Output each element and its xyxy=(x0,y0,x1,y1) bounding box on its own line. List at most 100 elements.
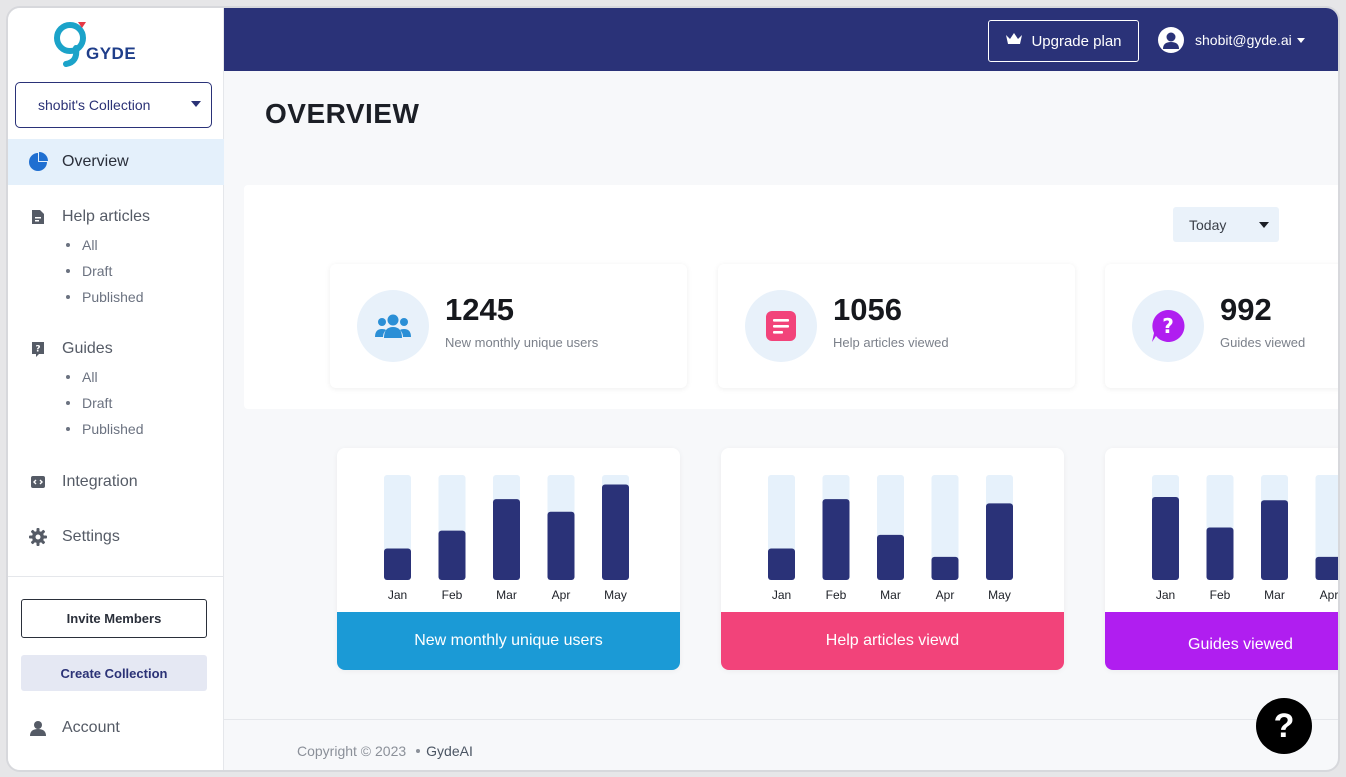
chart-title: Guides viewed xyxy=(1105,612,1338,670)
x-tick-label: May xyxy=(988,588,1011,602)
sidebar-subitem-help-all[interactable]: All xyxy=(66,237,98,253)
top-bar: Upgrade plan shobit@gyde.ai xyxy=(224,8,1338,71)
bar-jan xyxy=(384,548,411,580)
sidebar-subitem-guides-published[interactable]: Published xyxy=(66,421,144,437)
chart-card-articles: Jan Feb Mar Apr May Help articles viewd xyxy=(721,448,1064,670)
user-icon xyxy=(28,718,48,738)
bar-apr xyxy=(1315,556,1338,580)
bar-mar xyxy=(1261,500,1288,580)
footer-divider xyxy=(224,719,1338,720)
stat-card-guides: ? 992 Guides viewed xyxy=(1105,264,1338,388)
separator-dot xyxy=(416,749,421,753)
stat-label: Help articles viewed xyxy=(833,335,949,350)
footer-brand-link[interactable]: GydeAI xyxy=(426,743,473,759)
logo-mark-icon xyxy=(54,22,86,67)
bar-track xyxy=(1315,475,1338,580)
x-tick-label: Feb xyxy=(826,588,847,602)
sidebar-item-label: Overview xyxy=(62,153,129,170)
sidebar: GYDE shobit's Collection Overview Help a… xyxy=(8,8,224,770)
x-tick-label: Feb xyxy=(442,588,463,602)
articles-bar-chart: Jan Feb Mar Apr May xyxy=(768,475,1013,602)
document-icon xyxy=(28,207,48,227)
avatar-icon xyxy=(1158,27,1184,53)
stat-value: 1245 xyxy=(445,292,514,327)
stat-label: Guides viewed xyxy=(1220,335,1306,350)
sidebar-item-guides[interactable]: ? Guides xyxy=(8,326,224,372)
x-tick-label: Apr xyxy=(1320,588,1339,602)
article-icon xyxy=(745,290,817,362)
x-tick-label: Jan xyxy=(772,588,791,602)
stat-label: New monthly unique users xyxy=(445,335,599,350)
chevron-down-icon xyxy=(1259,222,1269,228)
gear-icon xyxy=(28,527,48,547)
bar-mar xyxy=(877,534,904,580)
app-window: GYDE shobit's Collection Overview Help a… xyxy=(6,6,1340,772)
help-button[interactable]: ? xyxy=(1256,698,1312,754)
crown-icon xyxy=(1005,32,1023,50)
x-tick-label: Apr xyxy=(936,588,955,602)
help-bubble-icon: ? xyxy=(1132,290,1204,362)
sidebar-item-account[interactable]: Account xyxy=(8,705,224,751)
stat-value: 1056 xyxy=(833,292,902,327)
sidebar-subitem-help-draft[interactable]: Draft xyxy=(66,263,112,279)
sub-item-label: Published xyxy=(82,421,144,437)
stat-value: 992 xyxy=(1220,292,1272,327)
sidebar-subitem-help-published[interactable]: Published xyxy=(66,289,144,305)
x-tick-label: Jan xyxy=(1156,588,1175,602)
sidebar-item-integration[interactable]: Integration xyxy=(8,459,224,505)
upgrade-plan-button[interactable]: Upgrade plan xyxy=(988,20,1139,62)
bar-may xyxy=(602,484,629,580)
x-tick-label: Feb xyxy=(1210,588,1231,602)
copyright-text: Copyright © 2023 xyxy=(297,743,407,759)
code-icon xyxy=(28,472,48,492)
user-menu[interactable]: shobit@gyde.ai xyxy=(1158,27,1305,53)
bullet-icon xyxy=(66,269,70,273)
sidebar-item-label: Help articles xyxy=(62,208,151,225)
chevron-down-icon xyxy=(191,101,201,107)
x-tick-label: Apr xyxy=(552,588,571,602)
sidebar-subitem-guides-draft[interactable]: Draft xyxy=(66,395,112,411)
sub-item-label: Draft xyxy=(82,263,113,279)
period-dropdown-value: Today xyxy=(1189,216,1227,233)
sidebar-item-label: Account xyxy=(62,719,120,736)
bar-mar xyxy=(493,499,520,580)
sidebar-item-label: Guides xyxy=(62,340,113,357)
bullet-icon xyxy=(66,375,70,379)
sub-item-label: All xyxy=(82,369,98,385)
chart-card-guides: Jan Feb Mar Apr Guides viewed xyxy=(1105,448,1339,670)
bullet-icon xyxy=(66,243,70,247)
chart-card-users: Jan Feb Mar Apr May New monthly unique users xyxy=(337,448,680,670)
collection-dropdown-value: shobit's Collection xyxy=(38,97,151,113)
gyde-logo[interactable]: GYDE xyxy=(52,18,152,70)
stat-card-articles: 1056 Help articles viewed xyxy=(718,264,1075,388)
bullet-icon xyxy=(66,295,70,299)
x-tick-label: Mar xyxy=(1264,588,1285,602)
x-tick-label: May xyxy=(604,588,627,602)
sub-item-label: All xyxy=(82,237,98,253)
sidebar-item-help-articles[interactable]: Help articles xyxy=(8,194,224,240)
bar-may xyxy=(986,503,1013,580)
sidebar-item-label: Settings xyxy=(62,528,120,545)
question-mark-icon: ? xyxy=(1273,706,1295,745)
bullet-icon xyxy=(66,401,70,405)
sidebar-subitem-guides-all[interactable]: All xyxy=(66,369,98,385)
bar-feb xyxy=(438,530,466,580)
stats-panel: Today 1245 New monthly unique users 1056… xyxy=(244,185,1338,409)
sidebar-item-overview[interactable]: Overview xyxy=(8,139,224,185)
question-icon: ? xyxy=(28,339,48,359)
create-collection-button[interactable]: Create Collection xyxy=(21,655,207,691)
bar-apr xyxy=(547,511,575,580)
invite-members-button[interactable]: Invite Members xyxy=(21,599,207,638)
users-icon xyxy=(357,290,429,362)
stat-card-users: 1245 New monthly unique users xyxy=(330,264,687,388)
svg-text:?: ? xyxy=(1162,314,1174,338)
users-bar-chart: Jan Feb Mar Apr May xyxy=(384,475,629,602)
bar-feb xyxy=(1206,527,1234,580)
sidebar-item-settings[interactable]: Settings xyxy=(8,514,224,560)
collection-dropdown[interactable]: shobit's Collection xyxy=(15,82,212,128)
chart-title: New monthly unique users xyxy=(337,612,680,670)
logo-text: GYDE xyxy=(86,44,137,63)
page-title: OVERVIEW xyxy=(265,98,420,129)
period-dropdown[interactable]: Today xyxy=(1173,207,1279,242)
bar-track xyxy=(931,475,959,580)
